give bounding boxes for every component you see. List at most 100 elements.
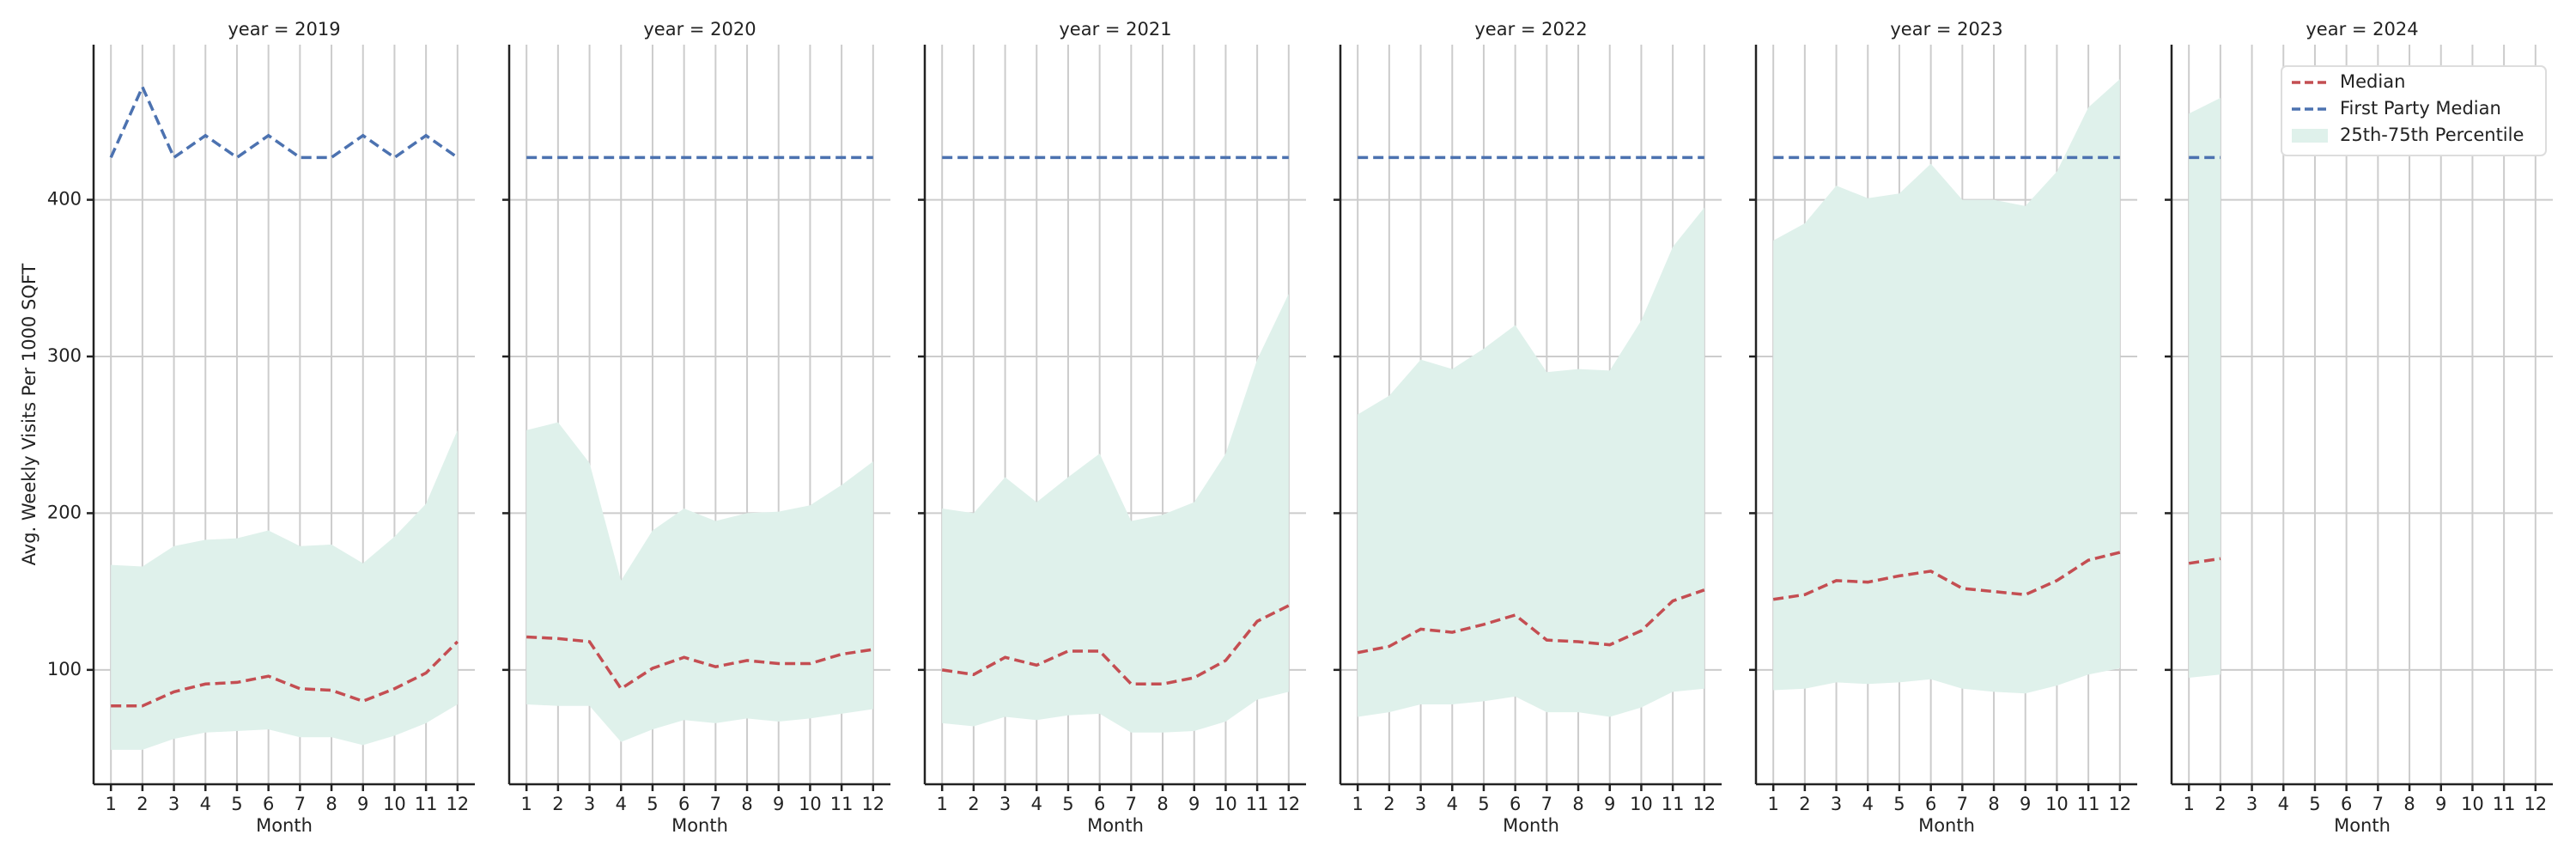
y-tick-label: 200 [47, 502, 82, 522]
x-tick-label: 3 [999, 794, 1011, 814]
x-tick-label: 4 [1447, 794, 1458, 814]
y-axis-label: Avg. Weekly Visits Per 1000 SQFT [19, 263, 39, 565]
percentile-band [526, 422, 873, 742]
x-tick-label: 1 [936, 794, 947, 814]
x-tick-label: 8 [741, 794, 752, 814]
x-tick-label: 11 [830, 794, 854, 814]
x-tick-label: 7 [1126, 794, 1137, 814]
x-tick-label: 5 [1478, 794, 1489, 814]
x-tick-label: 3 [2246, 794, 2257, 814]
legend-box [2281, 65, 2547, 156]
panel-title: year = 2023 [1890, 19, 2002, 40]
x-tick-label: 1 [1352, 794, 1363, 814]
x-tick-label: 5 [231, 794, 242, 814]
line [1772, 551, 2121, 601]
x-tick-label: 11 [1246, 794, 1269, 814]
x-tick-label: 4 [2278, 794, 2289, 814]
panel-title: year = 2021 [1059, 19, 1171, 40]
line [109, 82, 459, 160]
x-tick-label: 12 [861, 794, 884, 814]
percentile-band [942, 294, 1289, 733]
x-tick-label: 12 [446, 794, 469, 814]
x-tick-label: 5 [647, 794, 658, 814]
panel-title: year = 2022 [1474, 19, 1587, 40]
legend-label: First Party Median [2340, 98, 2501, 119]
x-tick-label: 10 [2045, 794, 2069, 814]
legend-label: 25th-75th Percentile [2340, 125, 2524, 145]
x-tick-label: 2 [2215, 794, 2226, 814]
x-tick-label: 2 [137, 794, 148, 814]
x-tick-label: 9 [357, 794, 368, 814]
x-tick-label: 6 [1094, 794, 1105, 814]
x-tick-label: 2 [968, 794, 979, 814]
x-tick-label: 12 [1692, 794, 1716, 814]
x-axis-label: Month [1918, 815, 1975, 836]
x-tick-label: 3 [584, 794, 595, 814]
x-tick-label: 5 [1893, 794, 1905, 814]
x-tick-label: 8 [2403, 794, 2415, 814]
x-tick-label: 9 [773, 794, 784, 814]
x-tick-label: 6 [263, 794, 274, 814]
x-tick-label: 1 [2183, 794, 2194, 814]
x-tick-label: 7 [2372, 794, 2384, 814]
panel-title: year = 2024 [2306, 19, 2418, 40]
legend-swatch [2292, 129, 2328, 143]
y-tick-label: 300 [47, 345, 82, 366]
x-tick-label: 7 [295, 794, 306, 814]
x-tick-label: 6 [1510, 794, 1521, 814]
percentile-band [1358, 207, 1704, 717]
x-axis-label: Month [671, 815, 728, 836]
x-tick-label: 3 [1831, 794, 1842, 814]
x-tick-label: 8 [1572, 794, 1583, 814]
x-tick-label: 9 [1188, 794, 1200, 814]
percentile-band [111, 430, 458, 750]
x-tick-label: 9 [1604, 794, 1615, 814]
x-tick-label: 4 [200, 794, 211, 814]
x-tick-label: 4 [1862, 794, 1874, 814]
x-tick-label: 5 [1062, 794, 1073, 814]
x-tick-label: 10 [2461, 794, 2484, 814]
x-tick-label: 9 [2020, 794, 2031, 814]
x-tick-label: 10 [1630, 794, 1653, 814]
x-tick-label: 7 [1957, 794, 1968, 814]
percentile-band [1773, 79, 2120, 694]
x-tick-label: 2 [552, 794, 563, 814]
x-tick-label: 10 [799, 794, 822, 814]
x-tick-label: 11 [2493, 794, 2516, 814]
x-tick-label: 1 [520, 794, 532, 814]
legend-label: Median [2340, 71, 2405, 92]
x-tick-label: 10 [1214, 794, 1237, 814]
x-tick-label: 5 [2309, 794, 2320, 814]
x-tick-label: 10 [383, 794, 406, 814]
x-tick-label: 6 [2341, 794, 2352, 814]
x-tick-label: 12 [2524, 794, 2547, 814]
percentile-band [2189, 98, 2221, 678]
panel-title: year = 2019 [228, 19, 340, 40]
x-tick-label: 6 [1925, 794, 1936, 814]
x-tick-label: 11 [2077, 794, 2100, 814]
line [1357, 588, 1705, 655]
panel-title: year = 2020 [643, 19, 756, 40]
x-tick-label: 11 [1662, 794, 1685, 814]
x-tick-label: 6 [678, 794, 690, 814]
x-tick-label: 4 [1031, 794, 1042, 814]
x-tick-label: 1 [105, 794, 116, 814]
x-tick-label: 7 [1541, 794, 1552, 814]
line [526, 635, 874, 691]
x-axis-label: Month [1087, 815, 1144, 836]
x-tick-label: 8 [1157, 794, 1168, 814]
x-axis-label: Month [1503, 815, 1559, 836]
x-tick-label: 12 [2108, 794, 2131, 814]
x-axis-label: Month [256, 815, 313, 836]
x-tick-label: 11 [415, 794, 438, 814]
x-tick-label: 7 [710, 794, 721, 814]
x-axis-label: Month [2334, 815, 2391, 836]
x-tick-label: 4 [616, 794, 627, 814]
